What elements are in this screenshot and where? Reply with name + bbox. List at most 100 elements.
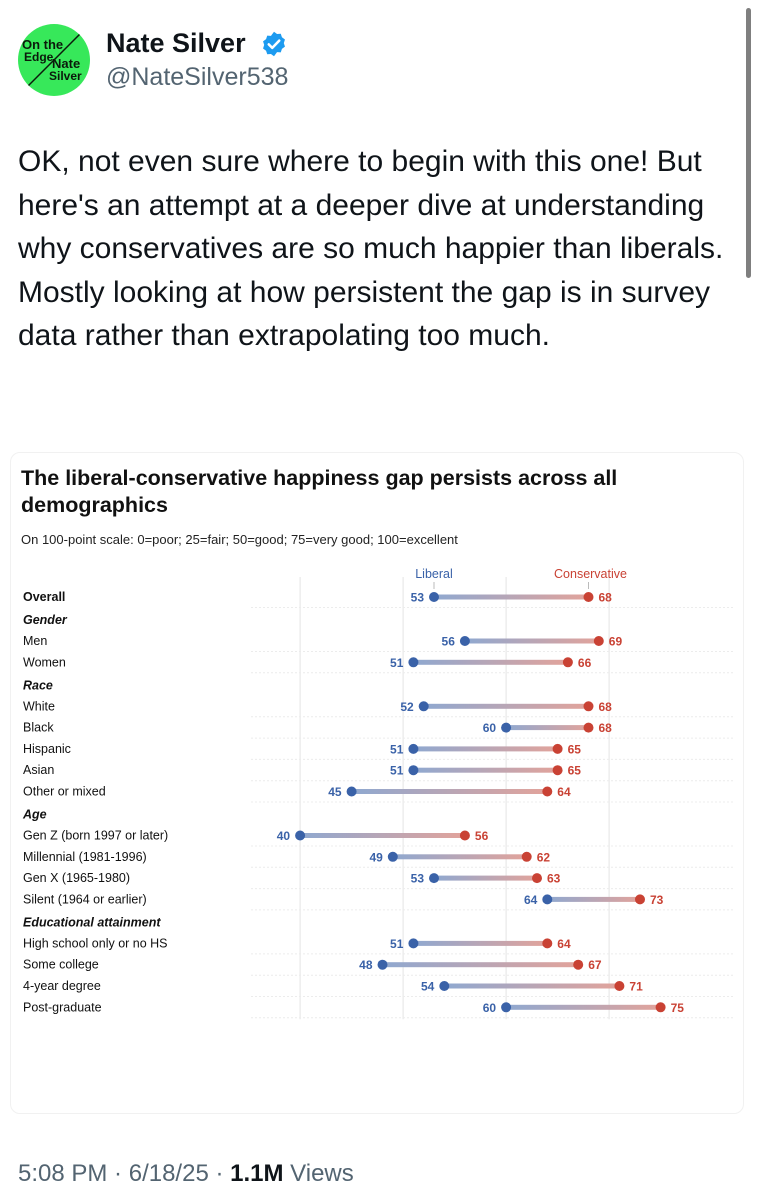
liberal-point: [542, 894, 553, 905]
liberal-value-label: 64: [524, 893, 538, 907]
liberal-value-label: 51: [390, 764, 404, 778]
conservative-value-label: 73: [650, 893, 664, 907]
conservative-value-label: 56: [475, 829, 489, 843]
liberal-point: [501, 1002, 512, 1013]
liberal-value-label: 56: [442, 635, 456, 649]
row-label: High school only or no HS: [23, 936, 168, 950]
conservative-value-label: 67: [588, 958, 602, 972]
gap-bar: [464, 638, 599, 644]
liberal-value-label: 51: [390, 742, 404, 756]
row-label: Millennial (1981-1996): [23, 850, 147, 864]
avatar-text-1: On the: [22, 37, 64, 52]
conservative-value-label: 68: [599, 700, 613, 714]
conservative-point: [542, 786, 553, 797]
chart-title: The liberal-conservative happiness gap p…: [21, 466, 618, 517]
conservative-value-label: 68: [599, 591, 613, 605]
liberal-value-label: 51: [390, 937, 404, 951]
verified-badge-icon: [263, 31, 285, 57]
chart-subtitle: On 100-point scale: 0=poor; 25=fair; 50=…: [21, 532, 458, 547]
row-label: Men: [23, 634, 47, 648]
liberal-point: [439, 981, 450, 991]
avatar-stripe-icon: [18, 24, 90, 96]
liberal-value-label: 53: [411, 872, 425, 886]
conservative-value-label: 65: [568, 764, 582, 778]
liberal-value-label: 45: [328, 785, 342, 799]
conservative-value-label: 75: [671, 1001, 685, 1015]
group-heading: Gender: [23, 613, 68, 627]
liberal-point: [429, 592, 439, 602]
row-label: Black: [23, 721, 54, 735]
conservative-value-label: 69: [609, 635, 623, 649]
row-label: Gen Z (born 1997 or later): [23, 829, 168, 843]
row-label: Women: [23, 655, 66, 669]
conservative-point: [573, 959, 584, 970]
row-label: Some college: [23, 958, 99, 972]
row-label: Other or mixed: [23, 785, 106, 799]
author-name[interactable]: Nate Silver: [106, 28, 246, 58]
conservative-point: [532, 873, 542, 884]
liberal-value-label: 51: [390, 656, 404, 670]
gap-bar: [300, 833, 465, 838]
gap-bar: [351, 789, 548, 794]
liberal-point: [501, 722, 512, 733]
row-label: Asian: [23, 763, 54, 777]
conservative-value-label: 66: [578, 656, 592, 670]
conservative-value-label: 63: [547, 872, 561, 886]
row-label: Gen X (1965-1980): [23, 871, 130, 885]
conservative-point: [635, 894, 645, 905]
conservative-point: [614, 981, 625, 991]
views-label: Views: [290, 1160, 354, 1187]
liberal-point: [408, 938, 419, 949]
avatar[interactable]: On the Edge Nate Silver: [18, 24, 90, 96]
conservative-point: [562, 657, 573, 668]
legend-liberal: Liberal: [415, 567, 453, 581]
conservative-value-label: 68: [599, 721, 613, 735]
tweet-footer: 5:08 PM · 6/18/25 · 1.1M Views: [18, 1160, 354, 1187]
gap-bar: [413, 659, 568, 665]
row-label: Hispanic: [23, 742, 71, 756]
liberal-value-label: 52: [400, 700, 414, 714]
gap-bar: [434, 875, 537, 881]
liberal-value-label: 48: [359, 958, 373, 972]
conservative-point: [583, 722, 594, 733]
liberal-point: [346, 786, 357, 797]
tweet-date[interactable]: 6/18/25: [128, 1160, 209, 1187]
conservative-point: [521, 851, 532, 862]
liberal-point: [387, 851, 398, 862]
gap-bar: [413, 767, 558, 773]
tweet-text: OK, not even sure where to begin with th…: [18, 145, 724, 352]
liberal-value-label: 53: [411, 591, 425, 605]
liberal-value-label: 60: [483, 721, 497, 735]
conservative-value-label: 62: [537, 850, 551, 864]
conservative-point: [593, 636, 604, 646]
legend-conservative: Conservative: [554, 567, 627, 581]
avatar-text-2: Edge: [24, 50, 54, 64]
conservative-point: [552, 743, 563, 754]
row-label: Post-graduate: [23, 1000, 102, 1014]
gap-bar: [444, 983, 620, 989]
conservative-value-label: 64: [557, 937, 571, 951]
dumbbell-chart: Liberal Conservative Overall 53 68 Gender Men 5…: [22, 567, 733, 1020]
group-heading: Age: [22, 808, 47, 822]
liberal-point: [408, 657, 419, 668]
liberal-point: [429, 873, 439, 884]
conservative-value-label: 71: [629, 980, 643, 994]
chart-image[interactable]: Liberal Conservative Overall 53 68 Gender Men 5…: [10, 452, 744, 1114]
gap-bar: [423, 703, 589, 709]
gap-bar: [506, 725, 589, 731]
conservative-value-label: 65: [568, 742, 582, 756]
liberal-point: [408, 765, 419, 776]
tweet-time[interactable]: 5:08 PM: [18, 1160, 108, 1187]
liberal-point: [295, 830, 306, 841]
gap-bar: [413, 746, 558, 752]
group-heading: Race: [23, 678, 53, 692]
conservative-point: [552, 765, 563, 776]
scrollbar[interactable]: [746, 8, 751, 278]
liberal-point: [377, 959, 388, 970]
liberal-point: [418, 701, 429, 712]
row-label: 4-year degree: [23, 979, 101, 993]
row-label: Overall: [23, 590, 65, 604]
conservative-point: [459, 830, 470, 841]
author-handle[interactable]: @NateSilver538: [106, 63, 289, 91]
avatar-text-4: Silver: [49, 69, 82, 83]
